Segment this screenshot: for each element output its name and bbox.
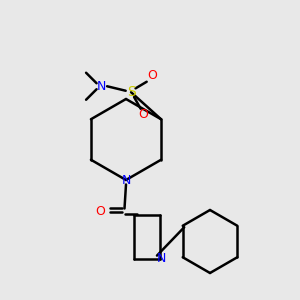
Text: N: N bbox=[121, 173, 131, 187]
Text: O: O bbox=[96, 205, 105, 218]
Text: O: O bbox=[147, 69, 157, 82]
Text: O: O bbox=[138, 108, 148, 121]
Text: N: N bbox=[157, 252, 166, 265]
Text: S: S bbox=[127, 85, 135, 99]
Text: N: N bbox=[96, 80, 106, 93]
